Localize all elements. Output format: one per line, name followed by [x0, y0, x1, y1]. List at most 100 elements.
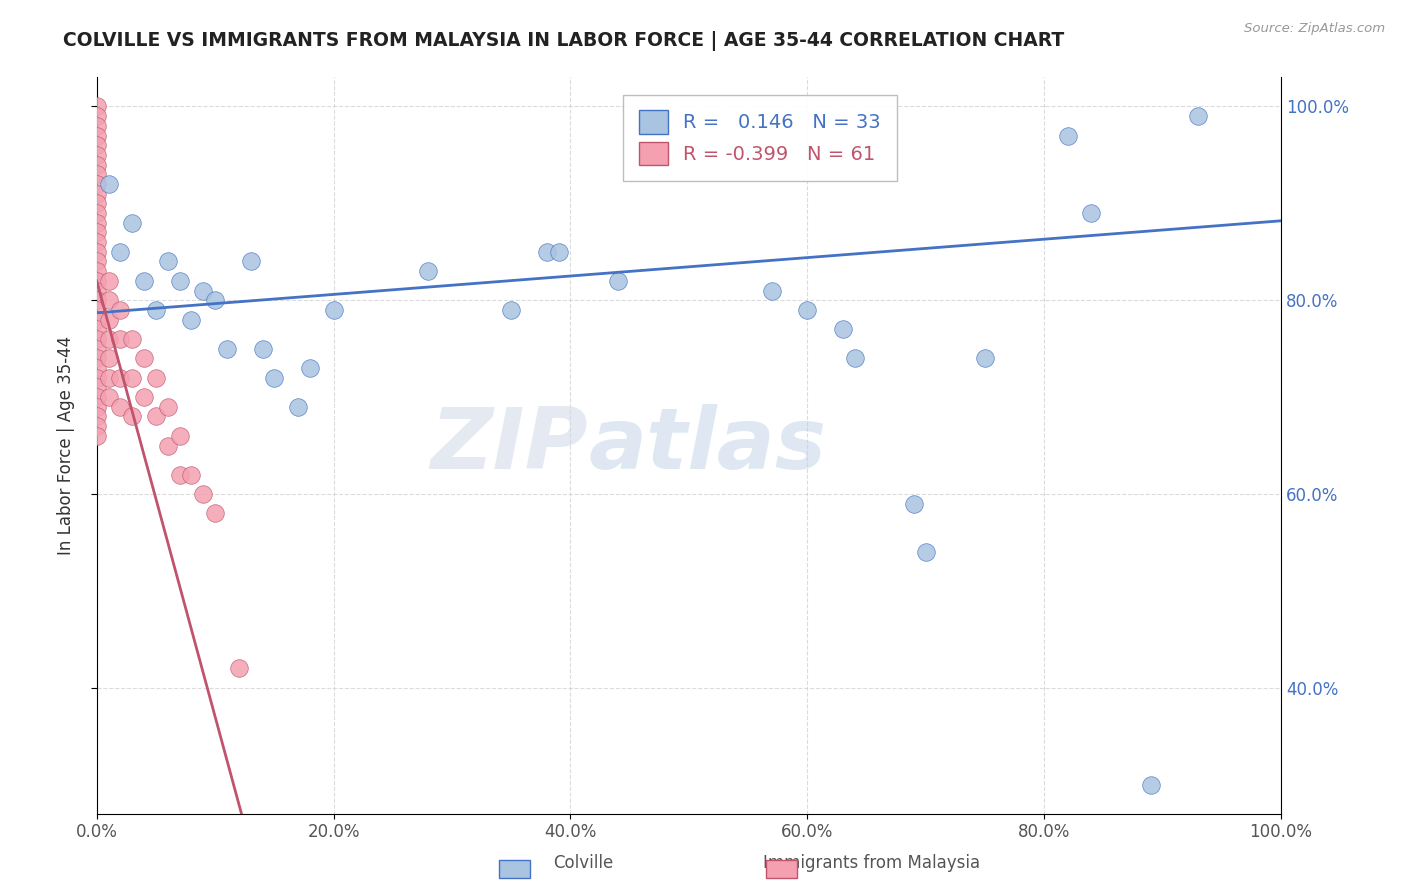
Point	[156, 438, 179, 452]
Point	[228, 661, 250, 675]
Point	[831, 322, 853, 336]
Point	[239, 254, 262, 268]
Point	[86, 119, 108, 133]
Point	[1056, 128, 1078, 143]
Point	[86, 244, 108, 259]
Point	[97, 274, 120, 288]
Y-axis label: In Labor Force | Age 35-44: In Labor Force | Age 35-44	[58, 336, 75, 555]
Point	[86, 109, 108, 123]
Point	[110, 332, 132, 346]
Point	[132, 351, 155, 366]
Point	[501, 302, 523, 317]
Point	[86, 284, 108, 298]
Point	[86, 429, 108, 443]
Point	[97, 351, 120, 366]
Point	[97, 370, 120, 384]
Point	[914, 545, 936, 559]
Point	[86, 206, 108, 220]
Point	[86, 370, 108, 384]
Point	[180, 312, 202, 326]
Point	[97, 312, 120, 326]
Point	[86, 293, 108, 308]
Point	[86, 312, 108, 326]
Point	[1187, 109, 1209, 123]
Point	[86, 390, 108, 404]
Text: ZIP: ZIP	[430, 404, 588, 487]
Point	[193, 284, 215, 298]
Point	[121, 332, 143, 346]
Point	[418, 264, 440, 278]
Point	[86, 177, 108, 191]
Point	[132, 390, 155, 404]
Point	[145, 370, 167, 384]
Point	[263, 370, 285, 384]
Point	[97, 390, 120, 404]
Point	[121, 409, 143, 424]
Point	[547, 244, 569, 259]
Point	[287, 400, 309, 414]
Point	[86, 380, 108, 394]
Point	[121, 370, 143, 384]
Legend: R =   0.146   N = 33, R = -0.399   N = 61: R = 0.146 N = 33, R = -0.399 N = 61	[623, 95, 897, 181]
Point	[145, 302, 167, 317]
Text: Colville: Colville	[554, 855, 613, 872]
Point	[86, 419, 108, 434]
Point	[86, 158, 108, 172]
Point	[86, 264, 108, 278]
Point	[86, 400, 108, 414]
Point	[86, 254, 108, 268]
Point	[145, 409, 167, 424]
Text: Immigrants from Malaysia: Immigrants from Malaysia	[763, 855, 980, 872]
Point	[204, 506, 226, 520]
Point	[1139, 778, 1161, 792]
Point	[86, 138, 108, 153]
Point	[169, 274, 191, 288]
Point	[204, 293, 226, 308]
Point	[844, 351, 866, 366]
Point	[156, 400, 179, 414]
Point	[973, 351, 995, 366]
Point	[169, 467, 191, 482]
Point	[156, 254, 179, 268]
Point	[86, 302, 108, 317]
Point	[97, 332, 120, 346]
Point	[252, 342, 274, 356]
Point	[97, 177, 120, 191]
Point	[110, 302, 132, 317]
Point	[110, 370, 132, 384]
Point	[86, 226, 108, 240]
Point	[86, 128, 108, 143]
Point	[121, 216, 143, 230]
Point	[86, 186, 108, 201]
Point	[606, 274, 628, 288]
Point	[298, 361, 321, 376]
Point	[86, 322, 108, 336]
Point	[180, 467, 202, 482]
Point	[86, 342, 108, 356]
Point	[86, 235, 108, 249]
Point	[215, 342, 238, 356]
Point	[97, 293, 120, 308]
Point	[796, 302, 818, 317]
Text: atlas: atlas	[588, 404, 827, 487]
Point	[761, 284, 783, 298]
Point	[86, 332, 108, 346]
Point	[86, 361, 108, 376]
Point	[193, 487, 215, 501]
Point	[86, 196, 108, 211]
Point	[86, 216, 108, 230]
Point	[86, 351, 108, 366]
Point	[536, 244, 558, 259]
Point	[132, 274, 155, 288]
Point	[110, 400, 132, 414]
Point	[86, 148, 108, 162]
Point	[86, 99, 108, 113]
Text: COLVILLE VS IMMIGRANTS FROM MALAYSIA IN LABOR FORCE | AGE 35-44 CORRELATION CHAR: COLVILLE VS IMMIGRANTS FROM MALAYSIA IN …	[63, 31, 1064, 51]
Point	[169, 429, 191, 443]
Point	[903, 497, 925, 511]
Point	[322, 302, 344, 317]
Point	[86, 409, 108, 424]
Point	[86, 167, 108, 181]
Point	[1080, 206, 1102, 220]
Text: Source: ZipAtlas.com: Source: ZipAtlas.com	[1244, 22, 1385, 36]
